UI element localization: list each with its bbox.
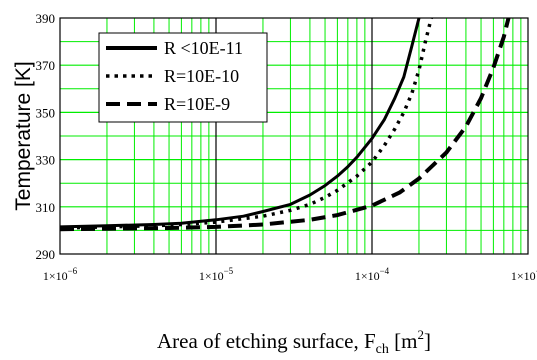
x-axis-label-close: ] xyxy=(424,329,431,353)
y-axis-label: Temperature [K] xyxy=(12,61,35,210)
x-tick-labels: 1×10−6 1×10−5 1×10−4 1×10−3 xyxy=(43,266,537,283)
legend-label-2: R=10E-10 xyxy=(164,66,239,86)
x-axis-label: Area of etching surface, Fch [m2] xyxy=(157,327,431,357)
y-tick-label: 330 xyxy=(36,153,56,168)
series-lines xyxy=(59,17,511,232)
legend-label-3: R=10E-9 xyxy=(164,94,230,114)
x-axis-label-main: Area of etching surface, F xyxy=(157,329,376,353)
x-tick-label: 1×10−6 xyxy=(43,266,78,283)
x-tick-label: 1×10−3 xyxy=(511,266,537,283)
y-tick-label: 390 xyxy=(36,11,56,26)
y-tick-label: 290 xyxy=(36,247,56,262)
legend: R <10E-11 R=10E-10 R=10E-9 xyxy=(98,32,268,123)
plot-frame xyxy=(59,17,529,255)
x-axis-label-subscript: ch xyxy=(376,342,389,357)
x-axis-label-open: [m xyxy=(389,329,418,353)
y-tick-labels: 290 310 330 350 370 390 xyxy=(36,11,56,262)
y-tick-label: 350 xyxy=(36,105,56,120)
x-tick-label: 1×10−5 xyxy=(199,266,234,283)
legend-label-1: R <10E-11 xyxy=(164,38,243,58)
x-tick-label: 1×10−4 xyxy=(355,266,390,283)
y-tick-label: 310 xyxy=(36,200,56,215)
y-tick-label: 370 xyxy=(36,58,56,73)
x-axis-label-superscript: 2 xyxy=(417,327,424,342)
series-line-3 xyxy=(59,17,511,232)
